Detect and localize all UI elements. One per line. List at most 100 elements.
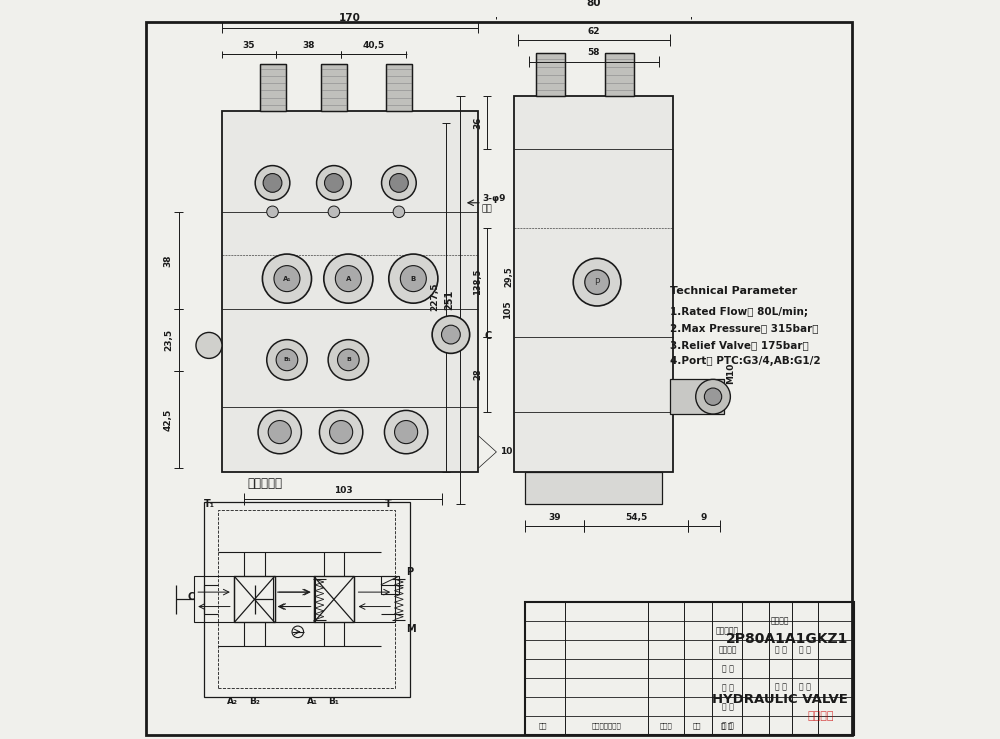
Text: 激派工业: 激派工业 <box>808 711 834 721</box>
Circle shape <box>704 388 722 406</box>
Text: 制 图: 制 图 <box>722 702 733 711</box>
Circle shape <box>393 206 405 217</box>
Circle shape <box>432 316 470 353</box>
Text: 227,5: 227,5 <box>430 283 439 311</box>
Circle shape <box>255 166 290 200</box>
Text: 比 例: 比 例 <box>799 645 811 654</box>
Text: 更改内容或依据: 更改内容或依据 <box>591 723 621 729</box>
Bar <box>273 576 314 622</box>
Text: 103: 103 <box>334 486 352 495</box>
Text: 28: 28 <box>473 368 482 380</box>
Bar <box>260 64 286 111</box>
Text: T: T <box>385 500 391 509</box>
Text: A₂: A₂ <box>227 697 238 706</box>
Bar <box>536 53 565 96</box>
Text: 105: 105 <box>503 300 512 319</box>
Bar <box>605 53 634 96</box>
Text: 校 对: 校 对 <box>722 664 733 673</box>
Text: 42,5: 42,5 <box>164 409 173 431</box>
Bar <box>514 96 673 471</box>
Text: Technical Parameter: Technical Parameter <box>670 286 797 296</box>
Circle shape <box>330 420 353 443</box>
Text: M: M <box>406 624 416 634</box>
Text: 138,5: 138,5 <box>473 269 482 296</box>
Circle shape <box>442 325 460 344</box>
Text: 3-φ9: 3-φ9 <box>482 194 505 202</box>
Text: 170: 170 <box>339 13 361 23</box>
Circle shape <box>276 349 298 371</box>
Circle shape <box>262 254 312 303</box>
Text: P: P <box>594 278 600 287</box>
Text: 描 图: 描 图 <box>722 683 733 692</box>
Bar <box>536 53 565 96</box>
Text: 日期: 日期 <box>693 723 701 729</box>
Circle shape <box>317 166 351 200</box>
Text: 9: 9 <box>701 513 707 522</box>
Bar <box>670 379 724 414</box>
Bar <box>525 471 662 504</box>
Circle shape <box>267 340 307 380</box>
Text: B: B <box>346 358 351 362</box>
Text: 36: 36 <box>473 116 482 129</box>
Text: 设 计: 设 计 <box>722 721 733 730</box>
Text: B₂: B₂ <box>249 697 260 706</box>
Bar <box>222 111 478 471</box>
Circle shape <box>585 270 609 294</box>
Circle shape <box>274 265 300 292</box>
Bar <box>321 64 347 111</box>
Text: 39: 39 <box>549 513 561 522</box>
Circle shape <box>319 410 363 454</box>
Bar <box>386 64 412 111</box>
Bar <box>260 64 286 111</box>
Text: 通孔: 通孔 <box>482 205 493 214</box>
Text: B: B <box>411 276 416 282</box>
Text: 2P80A1A1GKZ1: 2P80A1A1GKZ1 <box>726 632 848 646</box>
Bar <box>321 64 347 111</box>
Bar <box>314 576 354 622</box>
Circle shape <box>267 206 278 217</box>
Text: A: A <box>346 276 351 282</box>
Text: 重 量: 重 量 <box>775 645 787 654</box>
Circle shape <box>389 254 438 303</box>
Text: 3.Relief Valve： 175bar；: 3.Relief Valve： 175bar； <box>670 340 808 350</box>
Text: 更改人: 更改人 <box>660 723 672 729</box>
Circle shape <box>696 379 730 414</box>
Circle shape <box>325 174 343 192</box>
Text: 251: 251 <box>444 290 454 310</box>
Text: 共 页: 共 页 <box>775 683 787 692</box>
Text: 签 字: 签 字 <box>721 723 732 729</box>
Circle shape <box>384 410 428 454</box>
Text: 标记: 标记 <box>539 723 548 729</box>
Bar <box>605 53 634 96</box>
Text: 29,5: 29,5 <box>504 267 513 287</box>
Bar <box>218 510 395 689</box>
Text: 35: 35 <box>243 41 255 50</box>
Circle shape <box>335 265 361 292</box>
Text: 第 页: 第 页 <box>799 683 811 692</box>
Text: M10: M10 <box>727 362 736 384</box>
Text: 2.Max Pressure： 315bar，: 2.Max Pressure： 315bar， <box>670 323 818 333</box>
Circle shape <box>328 340 369 380</box>
Circle shape <box>395 420 418 443</box>
Circle shape <box>382 166 416 200</box>
Text: C: C <box>484 331 491 341</box>
Bar <box>194 576 234 622</box>
Text: 58: 58 <box>588 48 600 57</box>
Circle shape <box>263 174 282 192</box>
Circle shape <box>328 206 340 217</box>
Text: C: C <box>187 592 195 602</box>
Bar <box>386 64 412 111</box>
Bar <box>204 502 410 697</box>
Text: 液压原理图: 液压原理图 <box>248 477 283 490</box>
Text: 图样标记: 图样标记 <box>770 616 789 625</box>
Text: B₁: B₁ <box>283 358 291 362</box>
Text: A₁: A₁ <box>283 276 291 282</box>
Circle shape <box>324 254 373 303</box>
Circle shape <box>400 265 426 292</box>
Text: 1.Rated Flow： 80L/min;: 1.Rated Flow： 80L/min; <box>670 307 808 316</box>
Text: 23,5: 23,5 <box>164 329 173 351</box>
Text: 4.Port： PTC:G3/4,AB:G1/2: 4.Port： PTC:G3/4,AB:G1/2 <box>670 356 820 367</box>
Bar <box>234 576 275 622</box>
Text: 62: 62 <box>588 27 600 35</box>
Text: 80: 80 <box>587 0 601 8</box>
